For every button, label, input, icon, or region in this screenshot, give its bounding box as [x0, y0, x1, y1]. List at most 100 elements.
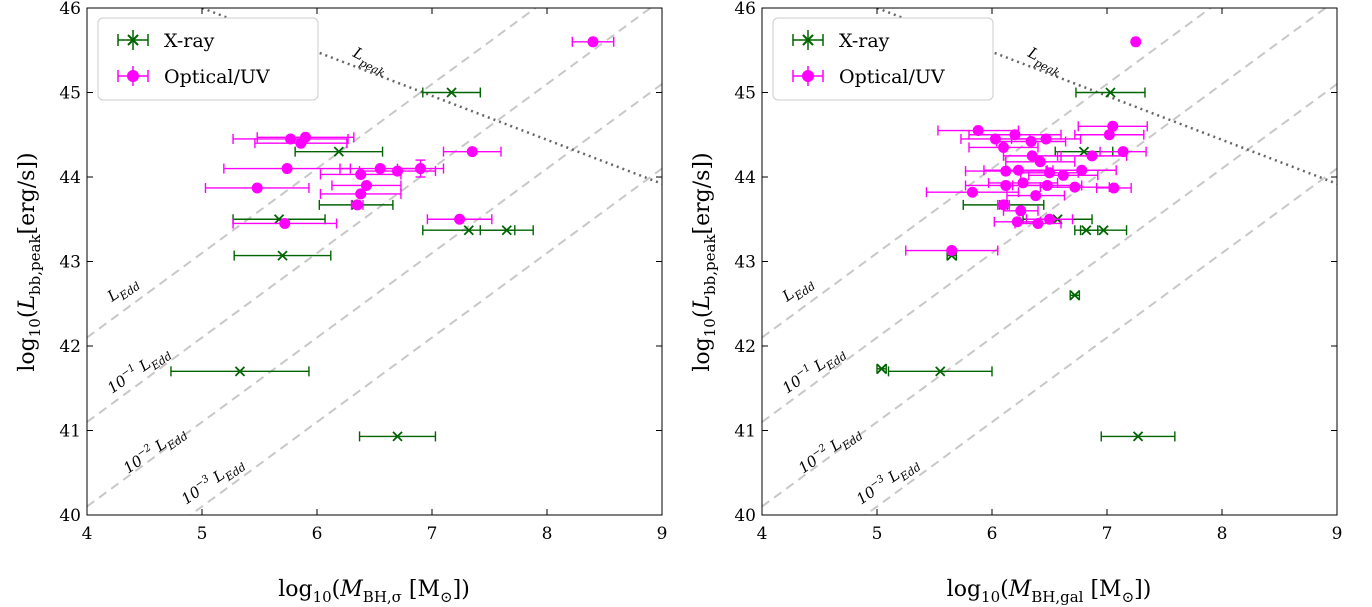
optical-point: [1005, 156, 1076, 168]
y-tick-label: 44: [59, 168, 81, 188]
legend-label-optical: Optical/UV: [164, 66, 270, 88]
optical-point: [319, 188, 402, 200]
ledd-1-line-label: 10−1 LEdd: [778, 341, 849, 400]
legend-box: [97, 17, 319, 101]
y-tick-label: 42: [59, 337, 81, 357]
y-tick-label: 45: [59, 84, 81, 104]
optical-point: [204, 182, 310, 194]
xray-point: [170, 366, 310, 377]
ledd-1-line-label: 10−1 LEdd: [103, 341, 174, 400]
ledd-2-line-label: 10−2 LEdd: [794, 421, 865, 480]
optical-point: [339, 163, 422, 175]
optical-point: [1077, 120, 1148, 132]
optical-point: [426, 213, 493, 225]
legend-label-xray: X-ray: [839, 30, 890, 52]
x-tick-label: 7: [1102, 524, 1113, 544]
optical-point: [350, 199, 364, 211]
y-tick-label: 40: [59, 506, 81, 526]
x-tick-label: 9: [1332, 524, 1343, 544]
y-tick-label: 43: [59, 253, 81, 273]
xray-point: [887, 366, 993, 377]
optical-point: [1039, 181, 1111, 193]
legend-marker-xray: [792, 30, 824, 50]
legend-label-xray: X-ray: [164, 30, 215, 52]
legend: X-ray Optical/UV: [97, 17, 319, 101]
y-tick-label: 45: [734, 84, 756, 104]
optical-point: [968, 141, 1039, 153]
legend-marker-optical: [792, 66, 824, 86]
x-axis-label: log10(MBH,σ [M⊙]): [278, 577, 470, 606]
optical-point: [232, 133, 349, 145]
y-tick-label: 46: [59, 0, 81, 19]
optical-point: [1025, 213, 1074, 225]
optical-point: [254, 137, 348, 149]
xray-point: [358, 431, 437, 442]
optical-point: [331, 179, 402, 191]
y-tick-label: 43: [734, 253, 756, 273]
y-tick-label: 40: [734, 506, 756, 526]
xray-point: [1069, 290, 1081, 301]
legend: X-ray Optical/UV: [772, 17, 994, 101]
optical-point: [1074, 129, 1145, 141]
ledd-3-line-label: 10−3 LEdd: [177, 452, 248, 511]
optical-point: [223, 163, 352, 175]
y-axis-label: log10(Lbb,peak[erg/s]): [690, 152, 719, 371]
optical-point: [442, 146, 502, 158]
optical-point: [319, 168, 402, 180]
optical-point: [1006, 190, 1066, 202]
optical-point: [1028, 169, 1099, 181]
xray-point: [232, 214, 326, 225]
ledd-line-label: LEdd: [103, 272, 143, 309]
optical-point: [997, 199, 1010, 211]
x-tick-label: 9: [657, 524, 668, 544]
xray-point: [422, 87, 481, 98]
xray-point: [233, 250, 332, 261]
y-tick-label: 42: [734, 337, 756, 357]
x-tick-label: 8: [1217, 524, 1228, 544]
eddington-line: [863, 167, 1337, 515]
legend-marker-xray: [117, 30, 149, 50]
xray-point: [1100, 431, 1176, 442]
lpeak-line: [201, 8, 662, 185]
x-tick-label: 6: [312, 524, 323, 544]
optical-point: [1010, 133, 1082, 145]
x-tick-label: 5: [197, 524, 208, 544]
xray-point: [876, 363, 887, 374]
x-axis-label: log10(MBH,gal [M⊙]): [947, 577, 1152, 606]
x-tick-label: 6: [987, 524, 998, 544]
y-tick-label: 44: [734, 168, 756, 188]
ledd-2-line-label: 10−2 LEdd: [119, 421, 190, 480]
y-axis-label: log10(Lbb,peak[erg/s]): [15, 152, 44, 371]
x-tick-label: 7: [427, 524, 438, 544]
ledd-line-label: LEdd: [778, 272, 818, 309]
eddington-line: [188, 167, 662, 515]
ledd-3-line-label: 10−3 LEdd: [852, 452, 923, 511]
optical-point: [1130, 36, 1142, 48]
optical-point: [1046, 164, 1117, 176]
lpeak-line-label: Lpeak: [1022, 43, 1066, 80]
optical-point: [1099, 146, 1147, 158]
y-tick-label: 41: [734, 422, 756, 442]
legend-box: [772, 17, 994, 101]
optical-point: [1095, 182, 1132, 194]
legend-label-optical: Optical/UV: [839, 66, 945, 88]
lpeak-line-label: Lpeak: [347, 43, 391, 80]
optical-point: [905, 245, 999, 257]
legend-marker-optical: [117, 66, 149, 86]
x-tick-label: 4: [82, 524, 93, 544]
x-tick-label: 5: [872, 524, 883, 544]
xray-point: [479, 225, 534, 236]
xray-point: [294, 146, 384, 157]
optical-point: [571, 36, 615, 48]
optical-point: [1014, 217, 1062, 229]
x-tick-label: 4: [757, 524, 768, 544]
xray-point: [1075, 87, 1146, 98]
optical-point: [1002, 150, 1062, 162]
xray-point: [1079, 225, 1128, 236]
x-tick-label: 8: [542, 524, 553, 544]
optical-point: [1012, 179, 1083, 191]
optical-point: [232, 217, 338, 229]
